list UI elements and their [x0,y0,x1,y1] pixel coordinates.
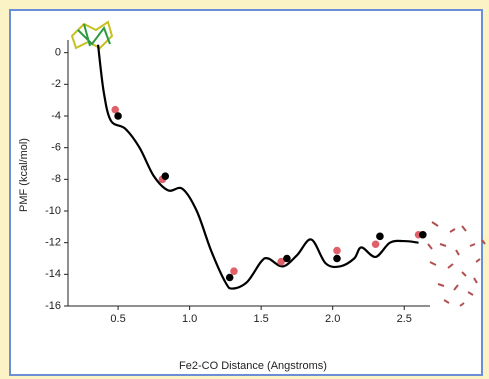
data-point [419,231,427,239]
y-tick-label: -2 [51,78,61,90]
y-tick-label: -6 [51,142,61,154]
x-tick-label: 1.0 [182,313,197,325]
x-tick-label: 2.0 [325,313,340,325]
x-tick-label: 2.5 [397,313,412,325]
y-tick-label: -14 [45,268,61,280]
y-tick-label: 0 [55,47,61,59]
data-point [376,233,384,241]
data-point [283,255,291,263]
x-axis-title: Fe2-CO Distance (Angstroms) [179,360,327,372]
data-point [114,112,122,120]
data-point [333,255,341,263]
data-point [372,240,380,248]
y-tick-label: -10 [45,205,61,217]
data-point [161,172,169,180]
data-point [333,247,341,255]
data-point [230,267,238,275]
y-tick-label: -16 [45,300,61,312]
y-tick-label: -8 [51,173,61,185]
x-tick-label: 1.5 [254,313,269,325]
y-tick-label: -4 [51,110,61,122]
x-tick-label: 0.5 [110,313,125,325]
chart: Fe2-CO Distance (Angstroms) PMF (kcal/mo… [0,0,489,379]
y-axis-title: PMF (kcal/mol) [18,138,30,212]
y-tick-label: -12 [45,237,61,249]
data-point [226,274,234,282]
